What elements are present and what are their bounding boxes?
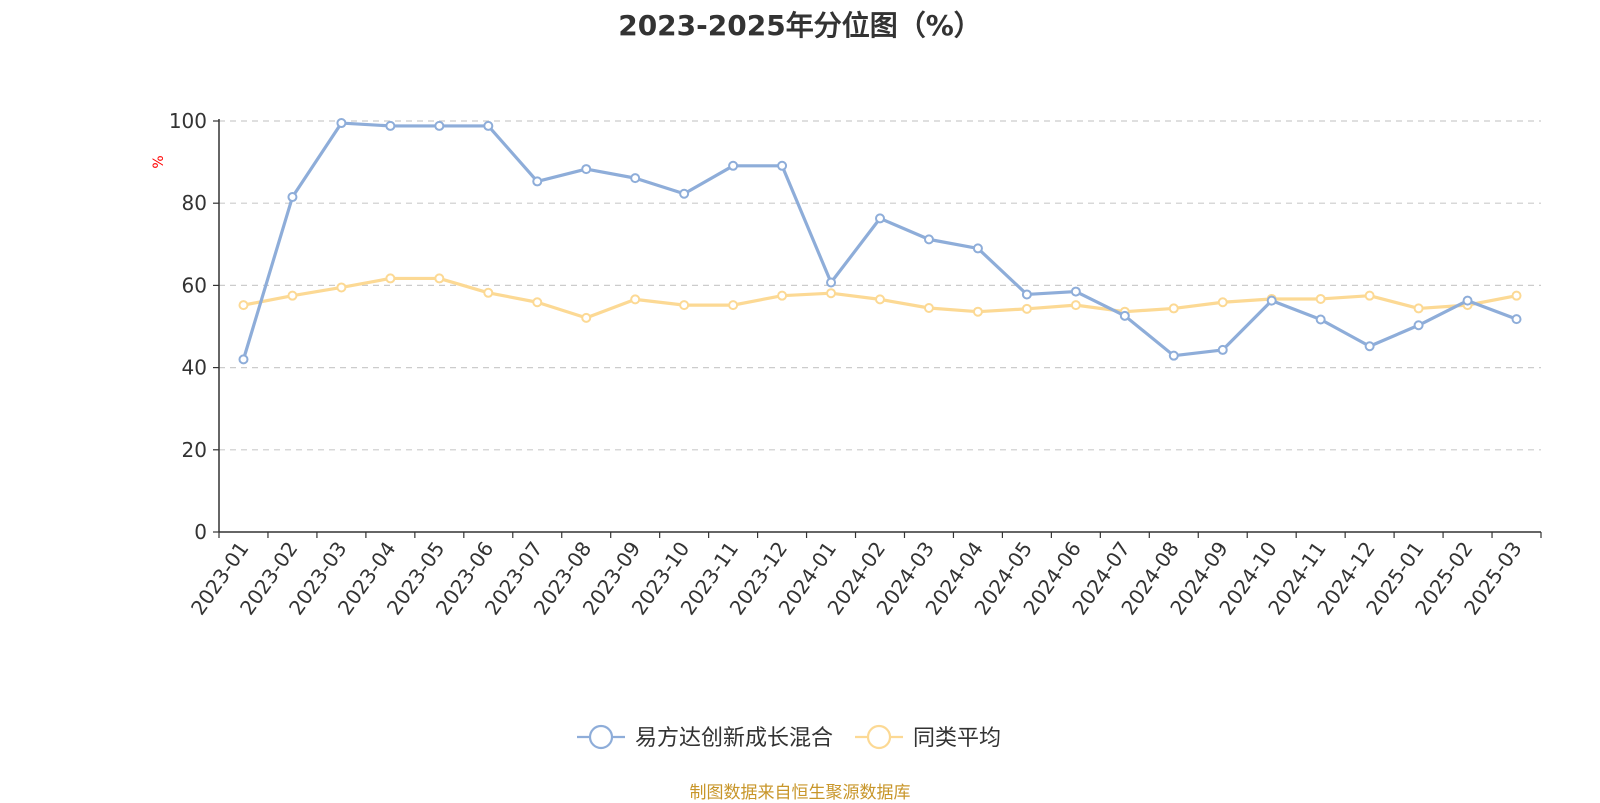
legend-marker (866, 724, 892, 750)
data-point (679, 188, 690, 199)
data-point (1315, 293, 1326, 304)
series-line (241, 121, 1519, 361)
data-point (679, 300, 690, 311)
data-point (875, 294, 885, 305)
data-point (630, 173, 641, 184)
chart-title: 2023-2025年分位图（%） (618, 9, 982, 42)
data-point (923, 303, 934, 314)
y-tick-label: 80 (182, 191, 207, 215)
data-point (336, 118, 347, 129)
grid-lines (219, 120, 1541, 451)
legend-label: 同类平均 (913, 726, 1001, 751)
data-point (532, 297, 543, 308)
data-point (1511, 290, 1522, 301)
data-point (875, 213, 885, 224)
y-tick-label: 100 (169, 109, 207, 133)
data-point (777, 290, 788, 301)
y-tick-label: 60 (182, 273, 207, 297)
data-point (630, 294, 641, 305)
data-point (1413, 303, 1424, 314)
axes: 020406080100%2023-012023-022023-032023-0… (151, 109, 1542, 619)
legend-item: 易方达创新成长混合 (577, 724, 833, 751)
data-point (532, 176, 543, 187)
data-point (1413, 320, 1424, 331)
data-point (1462, 295, 1473, 306)
data-point (972, 243, 983, 254)
data-point (826, 288, 837, 299)
y-axis-label: % (151, 155, 167, 168)
data-point (287, 192, 298, 203)
data-point (385, 273, 396, 284)
data-point (336, 282, 347, 293)
data-point (581, 164, 592, 175)
data-point (1217, 297, 1228, 308)
data-point (826, 277, 837, 288)
data-point (385, 120, 396, 131)
y-tick-label: 0 (194, 520, 207, 544)
series-layer (238, 118, 1522, 365)
data-point (1266, 295, 1277, 306)
data-point (238, 300, 249, 311)
data-point (1315, 314, 1326, 325)
data-point (483, 287, 494, 298)
data-point (434, 120, 445, 131)
data-point (1217, 344, 1228, 355)
data-point (1168, 303, 1179, 314)
data-point (728, 160, 739, 171)
data-point (1070, 286, 1081, 297)
legend: 易方达创新成长混合 同类平均 (577, 724, 1001, 751)
data-point (1070, 300, 1081, 311)
data-point (1021, 289, 1032, 300)
data-point (1168, 350, 1179, 361)
data-point (434, 273, 445, 284)
data-point (238, 354, 249, 365)
legend-item: 同类平均 (855, 724, 1001, 751)
legend-marker (588, 724, 614, 750)
data-point (923, 234, 934, 245)
data-point (483, 120, 494, 131)
y-tick-label: 40 (182, 356, 207, 380)
data-point (287, 290, 298, 301)
data-point (1364, 290, 1375, 301)
data-point (1021, 303, 1032, 314)
data-point (728, 300, 739, 311)
data-point (1119, 310, 1130, 321)
y-tick-label: 20 (182, 438, 207, 462)
data-point (972, 306, 983, 317)
data-point (581, 312, 592, 323)
data-point (777, 160, 788, 171)
data-point (1511, 314, 1522, 325)
source-note: 制图数据来自恒生聚源数据库 (689, 783, 911, 803)
legend-label: 易方达创新成长混合 (635, 726, 833, 751)
data-point (1364, 341, 1375, 352)
